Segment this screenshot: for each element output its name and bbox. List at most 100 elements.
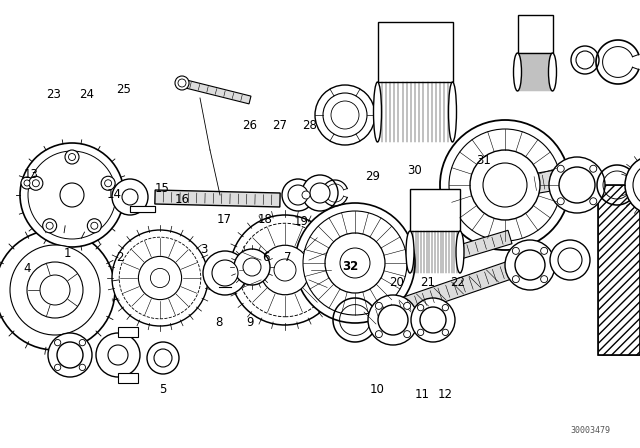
Bar	[118, 327, 138, 337]
Bar	[118, 373, 138, 383]
Circle shape	[420, 307, 446, 333]
Circle shape	[112, 179, 148, 215]
Circle shape	[260, 245, 310, 295]
Circle shape	[46, 222, 53, 229]
Bar	[410, 189, 460, 231]
Circle shape	[178, 79, 186, 87]
Circle shape	[122, 189, 138, 205]
Text: 32: 32	[342, 260, 359, 273]
Text: 3: 3	[200, 243, 207, 257]
Text: 10: 10	[370, 383, 385, 396]
Circle shape	[54, 340, 61, 346]
Circle shape	[28, 151, 116, 239]
Circle shape	[417, 329, 424, 336]
Text: 17: 17	[216, 213, 232, 226]
Circle shape	[150, 268, 170, 288]
Text: 14: 14	[106, 188, 122, 202]
Polygon shape	[181, 79, 251, 104]
Ellipse shape	[548, 53, 557, 91]
Circle shape	[234, 249, 270, 285]
Circle shape	[48, 333, 92, 377]
Circle shape	[633, 163, 640, 207]
Circle shape	[483, 163, 527, 207]
Circle shape	[513, 276, 519, 283]
Text: 7: 7	[284, 251, 292, 264]
Circle shape	[10, 245, 100, 335]
Circle shape	[625, 155, 640, 215]
Ellipse shape	[449, 82, 456, 142]
Text: 28: 28	[301, 119, 317, 132]
Circle shape	[212, 260, 238, 286]
Circle shape	[541, 247, 548, 254]
Circle shape	[590, 165, 596, 172]
Circle shape	[138, 256, 182, 300]
Circle shape	[378, 305, 408, 335]
Circle shape	[282, 179, 314, 211]
Circle shape	[175, 76, 189, 90]
Circle shape	[368, 295, 418, 345]
Circle shape	[112, 230, 208, 326]
Circle shape	[505, 240, 555, 290]
Circle shape	[340, 248, 370, 278]
Circle shape	[96, 333, 140, 377]
Circle shape	[33, 180, 39, 187]
Circle shape	[21, 177, 33, 189]
Text: 5: 5	[159, 383, 167, 396]
Text: 30: 30	[407, 164, 422, 177]
Text: 9: 9	[246, 316, 253, 329]
Circle shape	[288, 185, 308, 205]
Circle shape	[91, 222, 98, 229]
Circle shape	[541, 276, 548, 283]
Circle shape	[79, 364, 86, 370]
Circle shape	[550, 240, 590, 280]
Circle shape	[87, 219, 101, 233]
Bar	[598, 185, 640, 355]
Circle shape	[303, 211, 407, 315]
Circle shape	[576, 51, 594, 69]
Text: 24: 24	[79, 87, 94, 101]
Circle shape	[29, 176, 43, 190]
Circle shape	[411, 298, 455, 342]
Text: 4: 4	[24, 262, 31, 276]
Circle shape	[558, 248, 582, 272]
Text: 16: 16	[175, 193, 190, 206]
Polygon shape	[155, 190, 280, 207]
Text: 1: 1	[63, 246, 71, 260]
Ellipse shape	[513, 53, 522, 91]
Circle shape	[404, 302, 411, 310]
Text: 19: 19	[293, 215, 308, 228]
Circle shape	[57, 342, 83, 368]
Circle shape	[325, 233, 385, 293]
Circle shape	[513, 247, 519, 254]
Circle shape	[559, 167, 595, 203]
Text: 6: 6	[262, 251, 269, 264]
Circle shape	[243, 258, 261, 276]
Circle shape	[238, 223, 332, 317]
Circle shape	[295, 203, 415, 323]
Circle shape	[323, 93, 367, 137]
Circle shape	[0, 230, 115, 350]
Text: 21: 21	[420, 276, 435, 289]
Text: 8: 8	[215, 316, 223, 329]
Circle shape	[20, 143, 124, 247]
Circle shape	[54, 364, 61, 370]
Circle shape	[310, 183, 330, 203]
Text: 27: 27	[272, 119, 287, 132]
Circle shape	[108, 345, 128, 365]
Circle shape	[147, 342, 179, 374]
Circle shape	[375, 331, 382, 338]
Circle shape	[79, 340, 86, 346]
Ellipse shape	[456, 231, 464, 273]
Text: 23: 23	[45, 87, 61, 101]
Text: 11: 11	[415, 388, 430, 401]
Circle shape	[105, 180, 111, 187]
Text: 26: 26	[242, 119, 257, 132]
Circle shape	[515, 250, 545, 280]
Bar	[130, 206, 155, 212]
Text: 29: 29	[365, 170, 381, 184]
Circle shape	[101, 176, 115, 190]
Text: 31: 31	[476, 154, 491, 167]
Polygon shape	[458, 230, 512, 258]
Circle shape	[470, 150, 540, 220]
Circle shape	[571, 46, 599, 74]
